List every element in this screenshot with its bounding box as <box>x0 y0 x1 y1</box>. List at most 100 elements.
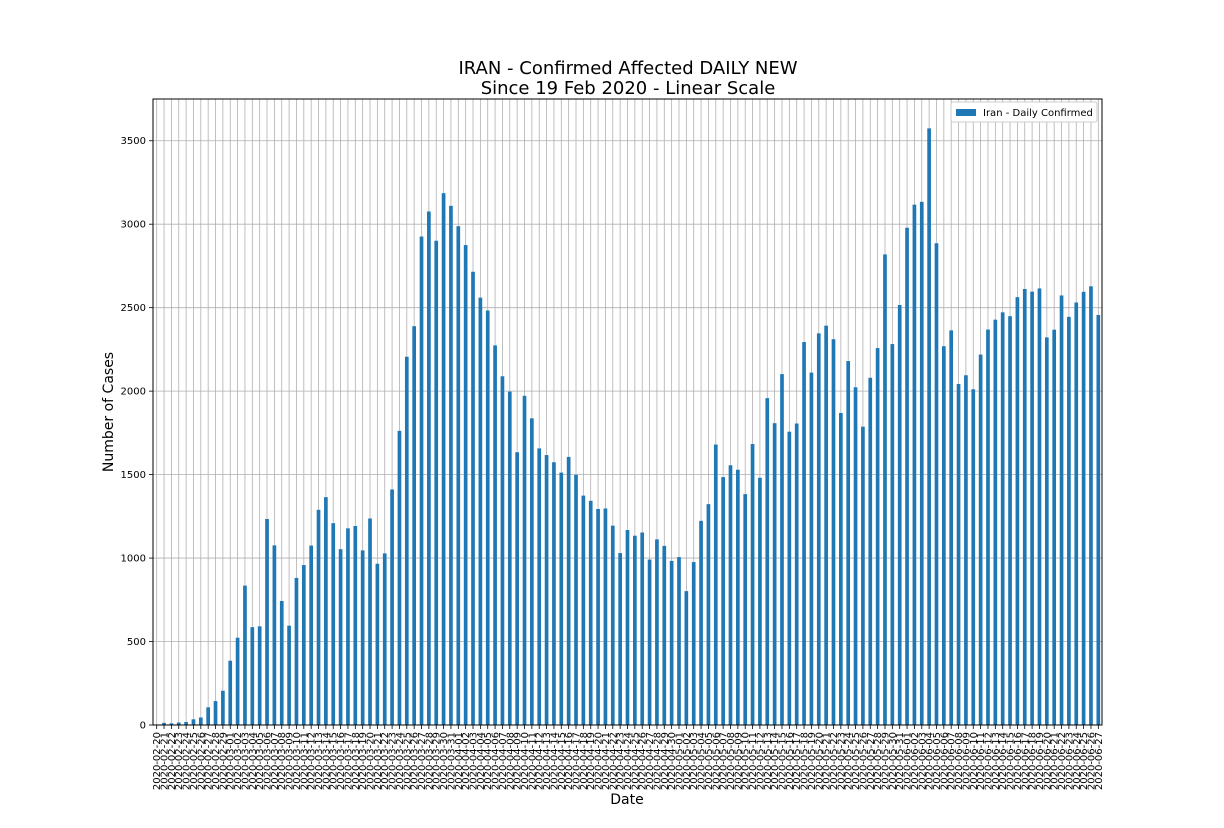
bar <box>1081 291 1086 725</box>
x-tick-label: 2020-06-01 <box>903 732 914 790</box>
bar <box>861 426 865 725</box>
bar <box>1089 286 1093 725</box>
y-axis-label: Number of Cases <box>101 352 117 472</box>
bar <box>309 545 314 725</box>
bar <box>883 254 887 726</box>
x-tick-label: 2020-03-09 <box>285 732 296 790</box>
bar <box>1022 288 1027 725</box>
x-tick-label: 2020-04-07 <box>498 732 509 790</box>
bar <box>544 455 549 725</box>
chart-title: IRAN - Confirmed Affected DAILY NEW <box>458 58 797 79</box>
y-tick-label: 3000 <box>121 220 146 231</box>
y-tick-label: 0 <box>140 721 146 732</box>
x-tick-label: 2020-03-23 <box>388 732 399 790</box>
x-tick-label: 2020-06-11 <box>976 732 987 790</box>
bar <box>353 526 358 725</box>
x-tick-label: 2020-02-26 <box>196 732 207 790</box>
bar <box>169 723 174 725</box>
x-tick-label: 2020-05-15 <box>777 732 788 790</box>
bar <box>728 465 733 725</box>
x-tick-label: 2020-05-04 <box>697 732 708 790</box>
x-tick-label: 2020-06-14 <box>998 732 1009 790</box>
x-tick-label: 2020-04-27 <box>645 732 656 790</box>
bar <box>581 495 586 725</box>
bar <box>1030 291 1034 725</box>
bar <box>633 535 637 725</box>
x-tick-label: 2020-04-12 <box>535 732 546 790</box>
x-tick-label: 2020-06-04 <box>925 732 936 790</box>
x-tick-label: 2020-05-26 <box>858 732 869 790</box>
x-tick-label: 2020-04-30 <box>667 732 678 790</box>
bar <box>684 591 689 725</box>
bar <box>596 508 600 725</box>
x-tick-label: 2020-04-21 <box>601 732 612 790</box>
bar <box>964 375 968 725</box>
y-tick-label: 500 <box>127 637 146 648</box>
x-tick-label: 2020-02-27 <box>204 732 215 790</box>
bar <box>176 722 181 725</box>
bar <box>949 330 954 725</box>
x-tick-label: 2020-05-20 <box>814 732 825 790</box>
x-tick-label: 2020-03-05 <box>255 732 266 790</box>
x-tick-label: 2020-03-29 <box>432 732 443 790</box>
bar <box>382 553 387 725</box>
x-tick-label: 2020-06-20 <box>1042 732 1053 790</box>
x-tick-label: 2020-05-10 <box>741 732 752 790</box>
bar <box>721 477 725 725</box>
x-axis-label: Date <box>610 792 643 808</box>
x-tick-label: 2020-05-21 <box>822 732 833 790</box>
bar <box>301 565 306 725</box>
x-tick-label: 2020-04-16 <box>564 732 575 790</box>
y-tick-label: 3500 <box>121 136 146 147</box>
x-tick-label: 2020-02-21 <box>160 732 171 790</box>
x-tick-label: 2020-03-16 <box>336 732 347 790</box>
x-tick-label: 2020-05-22 <box>829 732 840 790</box>
bar <box>699 520 703 725</box>
y-tick-label: 1000 <box>121 554 146 565</box>
x-tick-label: 2020-04-25 <box>630 732 641 790</box>
bars <box>154 128 1101 726</box>
bar <box>912 204 917 725</box>
x-tick-label: 2020-03-15 <box>329 732 340 790</box>
bar <box>272 545 277 725</box>
bar <box>934 243 939 725</box>
bar <box>397 430 402 725</box>
x-tick-label: 2020-04-03 <box>469 732 480 790</box>
bar <box>441 193 446 726</box>
bar <box>500 376 505 725</box>
x-axis: 2020-02-202020-02-212020-02-222020-02-23… <box>152 725 1105 790</box>
x-tick-label: 2020-05-08 <box>726 732 737 790</box>
legend-swatch <box>956 109 976 116</box>
x-tick-label: 2020-06-23 <box>1064 732 1075 790</box>
bar <box>655 539 659 725</box>
x-tick-label: 2020-04-19 <box>586 732 597 790</box>
x-tick-label: 2020-05-31 <box>895 732 906 790</box>
x-tick-label: 2020-04-14 <box>549 732 560 790</box>
x-tick-label: 2020-04-22 <box>608 732 619 790</box>
x-tick-label: 2020-03-06 <box>263 732 274 790</box>
bar <box>574 474 578 725</box>
x-tick-label: 2020-06-27 <box>1094 732 1105 790</box>
bar <box>610 525 615 725</box>
x-tick-label: 2020-03-19 <box>358 732 369 790</box>
bar <box>831 339 836 725</box>
bar <box>1067 316 1071 725</box>
bar <box>713 444 718 725</box>
bar <box>846 361 851 725</box>
bar <box>706 504 711 725</box>
bar <box>493 345 497 725</box>
bar <box>743 494 748 725</box>
x-tick-label: 2020-04-17 <box>572 732 583 790</box>
bar <box>669 560 674 725</box>
bar <box>978 354 983 725</box>
bar <box>463 245 468 726</box>
bar <box>360 550 365 725</box>
x-tick-label: 2020-05-02 <box>682 732 693 790</box>
x-tick-label: 2020-03-18 <box>351 732 362 790</box>
x-tick-label: 2020-06-15 <box>1006 732 1017 790</box>
x-tick-label: 2020-02-25 <box>189 732 200 790</box>
bar <box>324 497 328 725</box>
y-tick-label: 2000 <box>121 387 146 398</box>
bar <box>1074 302 1079 725</box>
legend-box <box>950 101 1098 123</box>
